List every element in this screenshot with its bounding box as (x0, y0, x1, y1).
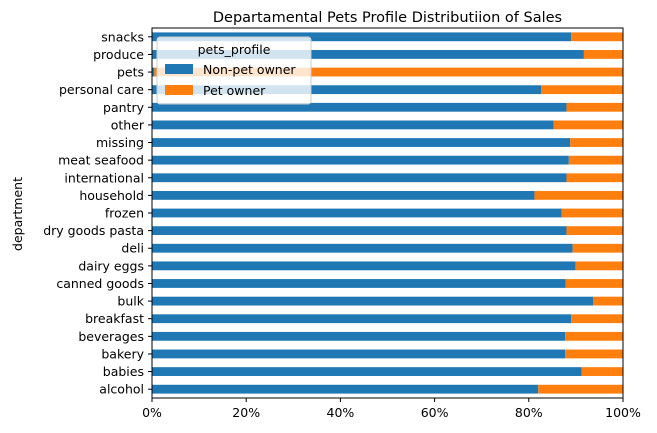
bar-bulk-pet-owner (593, 296, 623, 306)
y-tick-label: bakery (101, 346, 144, 361)
y-tick-label: canned goods (56, 276, 144, 291)
bar-pantry-non-pet-owner (152, 102, 567, 112)
legend-title: pets_profile (198, 42, 271, 57)
x-tick-label: 0% (142, 405, 162, 420)
bar-canned-goods-non-pet-owner (152, 279, 566, 288)
bar-frozen-pet-owner (561, 208, 623, 218)
y-tick-label: other (111, 117, 145, 132)
y-tick-label: pantry (103, 100, 145, 115)
legend-label-pet-owner: Pet owner (203, 83, 266, 98)
bar-beverages-pet-owner (565, 331, 623, 341)
bar-pets-pet-owner (154, 67, 624, 77)
x-tick-label: 40% (327, 405, 355, 420)
y-tick-label: beverages (78, 329, 144, 344)
y-tick-label: dry goods pasta (43, 223, 144, 238)
bar-bulk-non-pet-owner (152, 296, 594, 306)
y-tick-label: missing (96, 135, 144, 150)
bar-frozen-non-pet-owner (152, 208, 562, 218)
bar-produce-pet-owner (583, 50, 623, 59)
bar-produce-non-pet-owner (152, 50, 584, 59)
bar-alcohol-pet-owner (538, 384, 623, 394)
bar-pantry-pet-owner (566, 102, 623, 112)
x-axis: 0% 20% 40% 60% 80% 100% (142, 398, 641, 420)
y-tick-label: alcohol (99, 382, 144, 397)
bar-alcohol-non-pet-owner (152, 384, 539, 394)
y-tick-label: meat seafood (58, 153, 144, 168)
bar-missing-pet-owner (570, 138, 623, 147)
y-tick-label: household (79, 188, 144, 203)
bars-group (152, 32, 624, 394)
y-tick-label: personal care (59, 82, 144, 97)
x-tick-label: 20% (232, 405, 260, 420)
bar-babies-non-pet-owner (152, 367, 582, 376)
bar-other-pet-owner (553, 120, 623, 130)
bar-dry-goods-pasta-non-pet-owner (152, 226, 567, 236)
bar-dairy-eggs-non-pet-owner (152, 261, 576, 271)
legend-label-non-pet-owner: Non-pet owner (203, 62, 296, 77)
y-tick-label: produce (93, 47, 144, 62)
bar-international-pet-owner (566, 173, 623, 183)
y-tick-label: deli (121, 241, 144, 256)
bar-pets-non-pet-owner (152, 67, 155, 77)
chart-title: Departamental Pets Profile Distributiion… (213, 10, 562, 26)
bar-household-pet-owner (534, 190, 623, 200)
bar-international-non-pet-owner (152, 173, 567, 183)
bar-deli-non-pet-owner (152, 243, 573, 253)
y-tick-label: dairy eggs (78, 258, 144, 273)
bar-dry-goods-pasta-pet-owner (566, 226, 623, 236)
x-tick-label: 80% (515, 405, 543, 420)
bar-snacks-non-pet-owner (152, 32, 572, 42)
bar-household-non-pet-owner (152, 190, 535, 200)
y-tick-label: pets (117, 65, 144, 80)
y-tick-label: snacks (101, 29, 144, 44)
legend: pets_profile Non-pet owner Pet owner (156, 36, 312, 105)
bar-babies-pet-owner (581, 367, 623, 376)
y-tick-label: international (64, 170, 144, 185)
bar-canned-goods-pet-owner (565, 279, 623, 288)
y-axis-label: department (10, 177, 25, 251)
legend-swatch-pet-owner (165, 85, 193, 95)
y-axis: alcohol babies bakery beverages breakfast bul… (43, 29, 152, 397)
bar-personal-care-non-pet-owner (152, 85, 542, 95)
bar-breakfast-pet-owner (571, 314, 623, 324)
y-tick-label: breakfast (85, 311, 144, 326)
y-tick-label: frozen (105, 206, 144, 221)
legend-swatch-non-pet-owner (165, 64, 193, 74)
bar-missing-non-pet-owner (152, 138, 571, 147)
bar-deli-pet-owner (572, 243, 623, 253)
bar-personal-care-pet-owner (541, 85, 623, 95)
bar-beverages-non-pet-owner (152, 331, 566, 341)
bar-meat-seafood-pet-owner (568, 155, 623, 165)
legend-box (156, 36, 312, 105)
y-tick-label: babies (103, 364, 144, 379)
bar-snacks-pet-owner (571, 32, 623, 42)
y-tick-label: bulk (117, 294, 144, 309)
bar-meat-seafood-non-pet-owner (152, 155, 569, 165)
bar-dairy-eggs-pet-owner (575, 261, 623, 271)
x-tick-label: 100% (605, 405, 641, 420)
bar-bakery-pet-owner (565, 349, 623, 359)
bar-breakfast-non-pet-owner (152, 314, 572, 324)
bar-other-non-pet-owner (152, 120, 554, 130)
x-tick-label: 60% (421, 405, 449, 420)
bar-bakery-non-pet-owner (152, 349, 566, 359)
